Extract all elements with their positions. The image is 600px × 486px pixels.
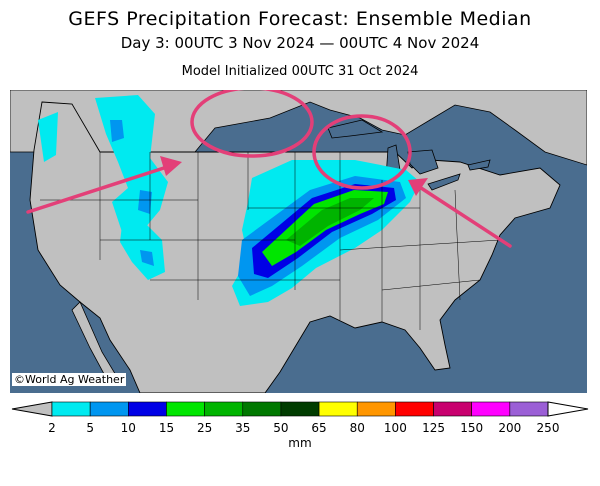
colorbar-swatch	[471, 401, 511, 417]
colorbar-swatch	[280, 401, 320, 417]
colorbar-tick-label: 50	[273, 421, 289, 435]
colorbar-swatch	[166, 401, 205, 417]
precip-west-coast	[38, 112, 58, 162]
colorbar-tick-label: 5	[86, 421, 94, 435]
colorbar-swatch	[433, 401, 472, 417]
state-borders	[40, 152, 501, 330]
colorbar-swatch	[356, 401, 396, 417]
colorbar-swatch	[204, 401, 244, 417]
precip-west-blue-2	[138, 190, 152, 214]
precipitation-map	[10, 90, 587, 393]
lake-ontario	[467, 159, 491, 171]
colorbar-tick-label: 35	[235, 421, 251, 435]
colorbar-tick-label: 15	[158, 421, 175, 435]
annotations	[26, 90, 512, 248]
precip-band-25mm	[286, 198, 374, 246]
colorbar-tick-label: 25	[196, 421, 213, 435]
arrowhead-west	[160, 156, 182, 176]
colorbar-tick-label: 250	[536, 421, 560, 435]
map-canvas	[10, 90, 587, 393]
map-credit: ©World Ag Weather	[12, 373, 127, 386]
colorbar-tick-label: 10	[120, 421, 136, 435]
colorbar-swatch	[395, 401, 434, 417]
canada-land	[10, 90, 587, 166]
colorbar-swatch	[51, 401, 91, 417]
lake-superior	[327, 119, 384, 139]
colorbar-swatch	[509, 401, 549, 417]
lake-erie	[427, 173, 461, 191]
forecast-valid-period: Day 3: 00UTC 3 Nov 2024 — 00UTC 4 Nov 20…	[120, 34, 480, 52]
map-title: GEFS Precipitation Forecast: Ensemble Me…	[68, 8, 532, 30]
colorbar-tick-label: 2	[48, 421, 56, 435]
model-init-time: Model Initialized 00UTC 31 Oct 2024	[181, 64, 419, 79]
annotation-circle-great-lakes	[312, 114, 412, 190]
colorbar-tick-label: 150	[460, 421, 484, 435]
arrowhead-east	[408, 178, 428, 196]
annotation-circle-north-plains	[190, 90, 314, 158]
colorbar-unit: mm	[288, 436, 312, 450]
colorbar-tick-label: 100	[383, 421, 407, 435]
colorbar-swatch	[318, 401, 358, 417]
colorbar-tick-label: 80	[349, 421, 365, 435]
colorbar-tick-label: 65	[311, 421, 327, 435]
precip-colorbar	[11, 401, 589, 417]
colorbar-swatch	[242, 401, 282, 417]
precip-west-blue-1	[110, 120, 124, 142]
colorbar-under-arrow	[11, 401, 53, 417]
precip-central-band	[232, 160, 420, 306]
annotation-arrowheads	[160, 156, 428, 196]
colorbar-tick-label: 200	[498, 421, 522, 435]
annotation-arrow-west	[26, 164, 172, 214]
colorbar-swatch	[89, 401, 129, 417]
annotation-arrow-east	[416, 184, 512, 248]
colorbar-swatch	[128, 401, 167, 417]
colorbar-tick-label: 125	[422, 421, 445, 435]
precip-west-blue-3	[140, 250, 154, 266]
colorbar-over-arrow	[547, 401, 589, 417]
